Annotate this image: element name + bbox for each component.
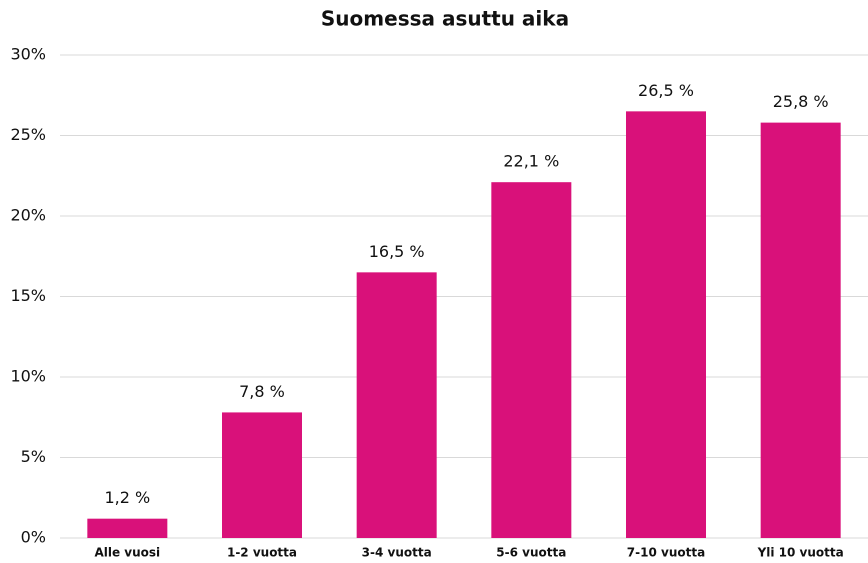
value-label: 1,2 % xyxy=(104,488,150,507)
y-tick-label: 0% xyxy=(21,528,46,547)
y-tick-label: 10% xyxy=(10,367,46,386)
y-tick-label: 15% xyxy=(10,286,46,305)
y-tick-label: 5% xyxy=(21,447,46,466)
bar xyxy=(626,111,706,538)
bar xyxy=(491,182,572,538)
y-tick-label: 25% xyxy=(10,125,46,144)
y-tick-label: 30% xyxy=(10,45,46,64)
y-tick-label: 20% xyxy=(10,206,46,225)
value-label: 22,1 % xyxy=(503,152,559,171)
bar xyxy=(760,122,841,539)
value-label: 26,5 % xyxy=(638,81,694,100)
x-tick-label: 7-10 vuotta xyxy=(627,546,705,560)
value-label: 25,8 % xyxy=(773,92,829,111)
x-tick-label: 3-4 vuotta xyxy=(362,546,432,560)
x-tick-label: 1-2 vuotta xyxy=(227,546,297,560)
x-tick-label: Alle vuosi xyxy=(94,546,160,560)
value-label: 7,8 % xyxy=(239,382,285,401)
x-tick-label: 5-6 vuotta xyxy=(496,546,566,560)
bar xyxy=(356,272,437,538)
value-label: 16,5 % xyxy=(369,242,425,261)
chart-title: Suomessa asuttu aika xyxy=(321,7,569,31)
bar xyxy=(87,518,168,538)
x-tick-label: Yli 10 vuotta xyxy=(757,546,844,560)
bar xyxy=(222,412,302,538)
